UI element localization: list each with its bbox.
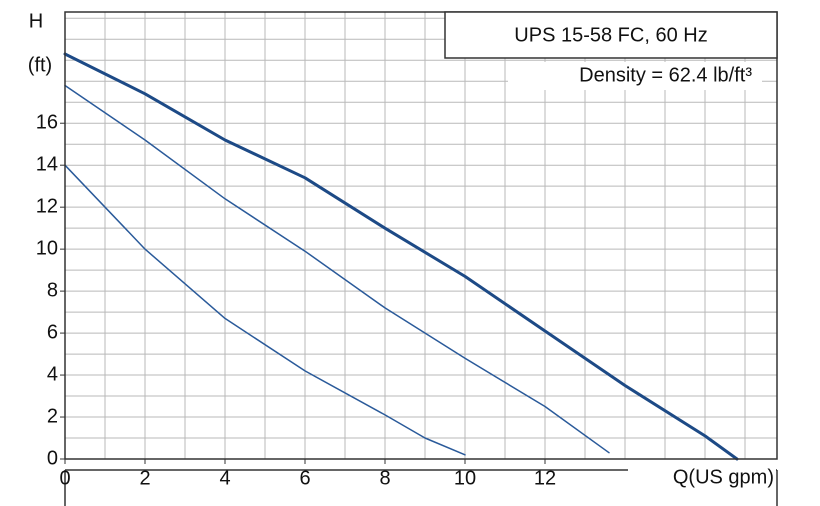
curves <box>63 52 739 461</box>
x-tick-label: 2 <box>139 467 150 489</box>
plot-frame <box>64 11 778 460</box>
x-tick-label: 10 <box>454 467 476 489</box>
y-axis-unit: (ft) <box>28 54 52 76</box>
subtitle: Density = 62.4 lb/ft³ <box>579 64 752 86</box>
x-tick-label: 0 <box>59 467 70 489</box>
y-tick-label: 6 <box>47 321 58 343</box>
curve <box>64 84 610 454</box>
subtitle-bg <box>508 62 762 90</box>
curve <box>64 164 466 456</box>
y-tick-label: 8 <box>47 279 58 301</box>
x-tick-label: 6 <box>299 467 310 489</box>
x-tick-label: 8 <box>379 467 390 489</box>
y-tick-label: 2 <box>47 405 58 427</box>
x-tick-label: 4 <box>219 467 230 489</box>
y-tick-label: 14 <box>36 153 58 175</box>
title-box <box>444 11 778 59</box>
y-axis-label: H <box>29 10 43 32</box>
x-axis-label: Q(US gpm) <box>673 466 774 488</box>
x-tick-label: 12 <box>534 467 556 489</box>
y-tick-label: 12 <box>36 195 58 217</box>
grid <box>64 12 777 460</box>
y-tick-label: 0 <box>47 447 58 469</box>
chart-title: UPS 15-58 FC, 60 Hz <box>514 24 707 46</box>
y-tick-label: 16 <box>36 112 58 134</box>
y-tick-label: 10 <box>36 237 58 259</box>
curve <box>63 52 739 461</box>
y-tick-label: 4 <box>47 363 58 385</box>
x-label-bg <box>628 462 776 490</box>
